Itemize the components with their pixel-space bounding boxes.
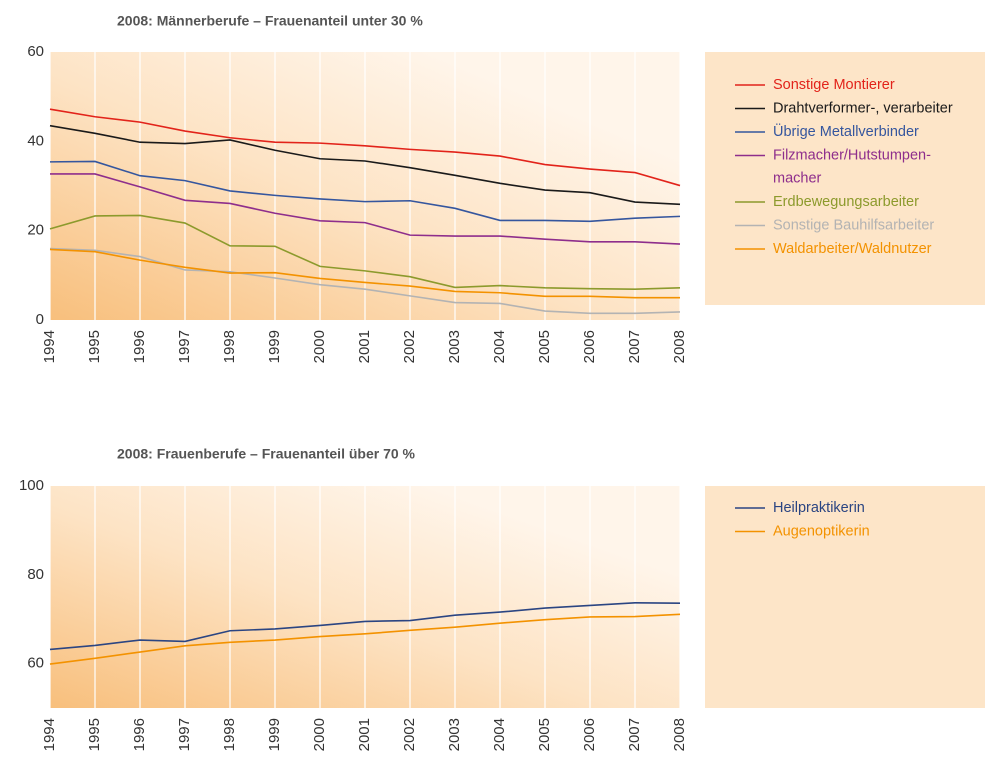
x-tick-label: 2003: [446, 718, 463, 751]
legend-label: Erdbewegungsarbeiter: [773, 194, 919, 210]
x-tick-label: 2000: [311, 330, 328, 363]
legend-label: Heilpraktikerin: [773, 500, 865, 516]
y-tick-label: 40: [27, 132, 44, 149]
x-tick-label: 2007: [626, 330, 643, 363]
x-tick-label: 2001: [356, 330, 373, 363]
x-tick-label: 1994: [41, 330, 58, 363]
series-line: [50, 173, 681, 245]
x-tick-label: 2007: [626, 718, 643, 751]
x-tick-label: 2004: [491, 330, 508, 363]
x-tick-label: 1997: [176, 718, 193, 751]
series-line: [49, 108, 681, 187]
x-tick-label: 2008: [671, 718, 688, 751]
x-tick-label: 1998: [221, 330, 238, 363]
x-tick-label: 1995: [86, 330, 103, 363]
legend-label-line: macher: [773, 170, 822, 186]
series-line: [49, 248, 680, 299]
x-tick-label: 1998: [221, 718, 238, 751]
legend-label: Filzmacher/Hutstumpen-macher: [773, 147, 931, 186]
y-tick-label: 80: [27, 566, 44, 583]
y-tick-label: 60: [27, 43, 44, 60]
x-tick-label: 2006: [581, 330, 598, 363]
series-line: [49, 214, 681, 290]
x-tick-label: 2000: [311, 718, 328, 751]
legend-label: Sonstige Bauhilfsarbeiter: [773, 217, 934, 233]
y-tick-label: 60: [27, 655, 44, 672]
x-tick-label: 2006: [581, 718, 598, 751]
x-tick-label: 2005: [536, 330, 553, 363]
x-tick-label: 1995: [86, 718, 103, 751]
x-tick-label: 2001: [356, 718, 373, 751]
x-tick-label: 2005: [536, 718, 553, 751]
x-tick-label: 2002: [401, 718, 418, 751]
legend-label: Augenoptikerin: [773, 523, 870, 539]
x-tick-label: 2003: [446, 330, 463, 363]
series-line: [49, 601, 681, 651]
x-tick-label: 1996: [131, 718, 148, 751]
legend-box: [705, 486, 985, 708]
x-tick-label: 2002: [401, 330, 418, 363]
x-tick-label: 1994: [41, 718, 58, 751]
series-line: [49, 160, 681, 223]
x-tick-label: 1999: [266, 330, 283, 363]
legend-label: Waldarbeiter/Waldnutzer: [773, 241, 932, 257]
y-tick-label: 20: [27, 222, 44, 239]
chart-title: 2008: Männerberufe – Frauenanteil unter …: [117, 13, 423, 29]
legend-box: [705, 52, 985, 305]
y-tick-label: 0: [36, 311, 44, 328]
legend-label: Drahtverformer-, verarbeiter: [773, 100, 953, 116]
y-tick-label: 100: [19, 477, 44, 494]
chart-title: 2008: Frauenberufe – Frauenanteil über 7…: [117, 446, 416, 462]
x-tick-label: 2004: [491, 718, 508, 751]
series-line: [49, 124, 681, 206]
x-tick-label: 1999: [266, 718, 283, 751]
legend-label: Sonstige Montierer: [773, 77, 895, 93]
x-tick-label: 1996: [131, 330, 148, 363]
x-tick-label: 1997: [176, 330, 193, 363]
x-tick-label: 2008: [671, 330, 688, 363]
series-line: [49, 247, 681, 315]
legend-label: Übrige Metallverbinder: [773, 122, 919, 140]
series-line: [49, 613, 681, 665]
legend-label-line: Filzmacher/Hutstumpen-: [773, 147, 931, 163]
